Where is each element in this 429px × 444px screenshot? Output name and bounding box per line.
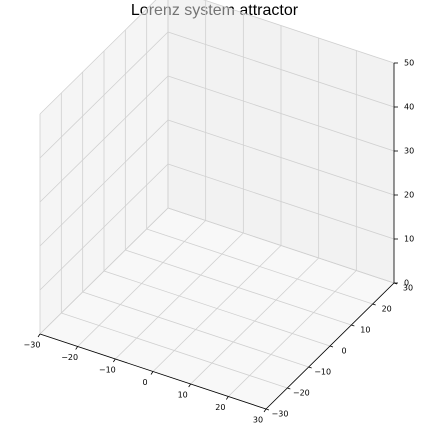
grid-line: [103, 270, 331, 347]
grid-line: [167, 31, 395, 108]
grid-line: [125, 249, 352, 326]
y-tick: [308, 366, 312, 369]
z-tick-label: 50: [404, 59, 414, 68]
grid-line: [82, 291, 309, 368]
x-tick-label: −30: [24, 341, 41, 350]
grid-line: [39, 119, 169, 247]
grid-line: [61, 312, 288, 389]
y-tick: [351, 324, 355, 327]
x-tick-label: −20: [61, 353, 78, 362]
y-tick-label: 20: [382, 305, 392, 314]
y-tick-label: 10: [360, 326, 370, 335]
z-tick-label: 10: [404, 235, 414, 244]
y-tick-label: −20: [293, 389, 310, 398]
grid-line: [146, 228, 373, 305]
y-tick: [287, 387, 291, 390]
grid-line: [167, 119, 395, 196]
grid-lines: [39, 0, 395, 410]
grid-line: [202, 0, 395, 64]
y-tick: [329, 345, 334, 348]
x-tick: [263, 408, 267, 413]
x-tick: [113, 358, 116, 363]
z-tick-label: 40: [404, 103, 414, 112]
x-tick: [188, 383, 191, 388]
axis-lines: [37, 62, 398, 413]
x-tick-label: −10: [99, 366, 116, 375]
z-tick-label: 0: [404, 279, 409, 288]
grid-line: [39, 163, 169, 291]
grid-line: [39, 31, 169, 159]
y-tick-label: −10: [314, 368, 331, 377]
y-tick-label: 30: [403, 284, 413, 293]
y-tick: [372, 303, 376, 306]
x-tick-label: 10: [178, 391, 188, 400]
grid-line: [167, 207, 395, 284]
x-tick: [37, 333, 41, 338]
y-tick-label: 0: [341, 347, 346, 356]
y-tick: [265, 408, 270, 411]
z-tick-label: 20: [404, 191, 414, 200]
grid-line: [39, 207, 169, 335]
grid-line: [39, 0, 157, 115]
x-tick-label: 0: [142, 378, 147, 387]
x-tick: [150, 371, 154, 375]
grid-line: [39, 75, 169, 203]
grid-line: [167, 163, 395, 240]
x-tick-label: 20: [215, 403, 225, 412]
tick-labels: −30−20−100102030−30−20−10010203001020304…: [24, 59, 415, 425]
grid-line: [167, 75, 395, 152]
x-tick: [226, 396, 229, 400]
y-tick-label: −30: [272, 410, 289, 419]
z-tick-label: 30: [404, 147, 414, 156]
x-tick: [75, 346, 78, 350]
x-tick-label: 30: [253, 416, 263, 425]
